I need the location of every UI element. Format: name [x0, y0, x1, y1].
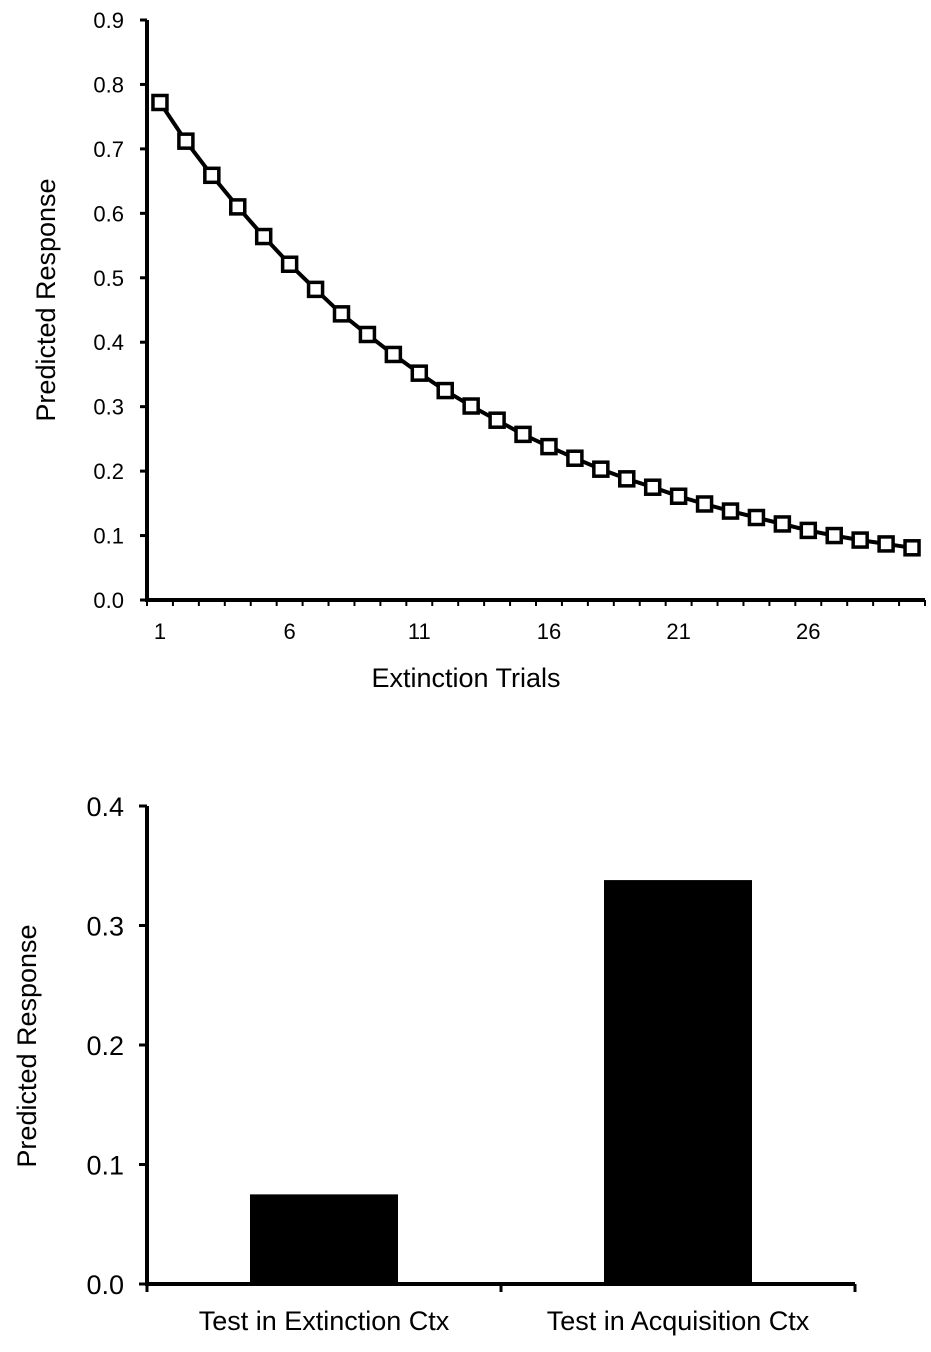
line-chart-y-tick-label: 0.2 [93, 459, 124, 484]
bar-chart-y-tick-label: 0.3 [86, 912, 124, 942]
line-chart-y-tick-label: 0.6 [93, 201, 124, 226]
line-chart-point [747, 508, 766, 527]
bar-chart-y-axis-title: Predicted Response [12, 924, 42, 1167]
bar-chart-bars [250, 880, 752, 1284]
bar-chart-y-tick-label: 0.1 [86, 1151, 124, 1181]
bar-chart-y-tick-label: 0.0 [86, 1270, 124, 1300]
line-chart-x-tick-label: 6 [284, 619, 296, 644]
line-chart-point [669, 487, 688, 505]
line-chart-y-tick-label: 0.0 [93, 588, 124, 613]
line-chart-point [488, 411, 506, 429]
line-chart-point [825, 526, 843, 545]
bar-chart-category-label: Test in Extinction Ctx [199, 1306, 450, 1336]
line-chart-point [203, 166, 221, 185]
line-chart-point [229, 198, 247, 216]
line-chart-y-tick-label: 0.7 [93, 137, 124, 162]
line-chart-point [721, 502, 740, 520]
bar-chart-y-tick-label: 0.4 [86, 792, 124, 822]
line-chart-point [332, 305, 351, 323]
bar-chart-bar [604, 880, 752, 1284]
line-chart-point [462, 397, 480, 415]
line-chart-x-tick-label: 11 [408, 619, 431, 644]
line-chart-point [254, 227, 273, 246]
line-chart-point [436, 381, 454, 400]
line-chart-y-tick-label: 0.8 [93, 72, 124, 97]
line-chart-point [851, 531, 869, 549]
line-chart-x-tick-label: 21 [666, 619, 690, 644]
line-chart-x-axis-title: Extinction Trials [371, 663, 560, 693]
line-chart-y-axis-title: Predicted Response [31, 178, 61, 421]
line-chart-y-tick-label: 0.5 [93, 266, 124, 291]
line-chart-points [151, 93, 921, 557]
line-chart-point [903, 539, 921, 557]
bar-chart-category-label: Test in Acquisition Ctx [547, 1306, 810, 1336]
line-chart-point [151, 93, 169, 112]
line-chart-y-tick-label: 0.9 [93, 8, 124, 33]
line-chart-point [384, 345, 403, 364]
line-chart-x-tick-label: 16 [537, 619, 561, 644]
bar-chart-y-tick-label: 0.2 [86, 1031, 124, 1061]
line-chart-point [566, 449, 584, 467]
line-chart-x-tick-label: 26 [796, 619, 820, 644]
line-chart-y-tick-label: 0.4 [93, 330, 124, 355]
line-chart-point [358, 325, 377, 344]
bar-chart: 0.00.10.20.30.4 Test in Extinction Ctx Te… [12, 792, 857, 1336]
line-chart-point [592, 460, 610, 478]
bar-chart-category-labels: Test in Extinction Ctx Test in Acquisitio… [145, 1284, 857, 1336]
line-chart-y-tick-label: 0.1 [93, 524, 124, 549]
line-chart-point [177, 132, 195, 150]
line-chart-point [514, 425, 532, 444]
line-chart-point [280, 255, 299, 273]
bar-chart-y-ticks: 0.0 0.1 0.2 0.3 0.4 [86, 792, 147, 1300]
line-chart-point [410, 364, 429, 382]
line-chart-point [877, 535, 895, 553]
line-chart-point [695, 495, 714, 513]
line-chart-point [618, 470, 636, 488]
line-chart-point [540, 437, 558, 456]
bar-chart-bar [250, 1194, 398, 1284]
line-chart-y-tick-label: 0.3 [93, 395, 124, 420]
line-chart-point [306, 280, 325, 299]
line-chart-series-line [158, 101, 913, 550]
line-chart-x-tick-label: 1 [154, 619, 166, 644]
line-chart: 0.00.10.20.30.40.50.60.70.80.9 1 6 11 16 21 2… [31, 8, 926, 693]
line-chart-point [799, 521, 818, 540]
line-chart-point [643, 478, 662, 496]
line-chart-point [773, 515, 792, 533]
line-chart-x-ticks: 1 6 11 16 21 26 [146, 600, 926, 644]
line-chart-y-ticks: 0.0 0.1 0.2 0.3 0.4 0.5 0.6 0.7 0.8 0.9 [93, 8, 147, 613]
